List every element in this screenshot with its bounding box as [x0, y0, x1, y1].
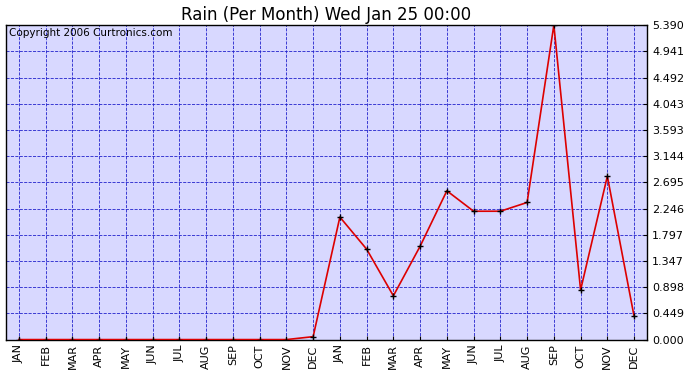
Text: Copyright 2006 Curtronics.com: Copyright 2006 Curtronics.com	[9, 28, 172, 38]
Title: Rain (Per Month) Wed Jan 25 00:00: Rain (Per Month) Wed Jan 25 00:00	[181, 6, 471, 24]
